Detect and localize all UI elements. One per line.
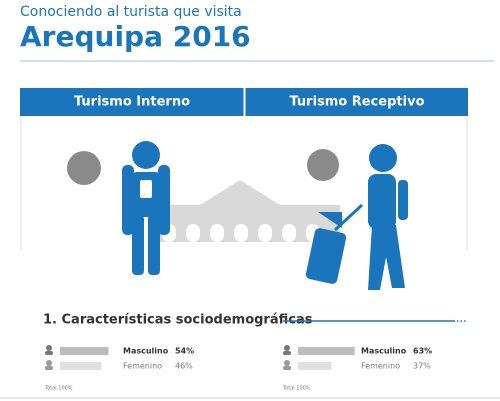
row-label: Masculino <box>361 347 407 356</box>
person-icon <box>283 351 291 355</box>
row-label: Femenino <box>361 362 400 371</box>
globe-icon <box>307 149 339 181</box>
panels: Masculino 54% Femenino 46% Total 100% Masculi… <box>44 345 432 392</box>
section-title: 1. Características sociodemográficas <box>43 313 313 328</box>
person-icon <box>45 351 53 355</box>
bar <box>298 347 355 355</box>
row-label: Masculino <box>123 347 169 356</box>
tab: Turismo Receptivo <box>289 95 424 110</box>
person-icon <box>45 366 53 370</box>
row-value: 37% <box>413 362 431 371</box>
building-illustration <box>150 180 340 242</box>
peru-icon <box>67 151 101 185</box>
row-value: 54% <box>175 347 194 356</box>
bar <box>60 347 109 355</box>
flag <box>318 212 342 228</box>
backpacker-illustration <box>122 141 170 275</box>
bar <box>298 362 332 370</box>
person-icon <box>283 366 291 370</box>
person-icon <box>284 345 290 351</box>
row-value: 46% <box>175 362 193 371</box>
row-label: Femenino <box>123 362 162 371</box>
row-value: 63% <box>413 347 432 356</box>
person-icon <box>46 360 52 366</box>
bar <box>60 362 102 370</box>
title: Arequipa 2016 <box>20 20 251 53</box>
person-icon <box>46 345 52 351</box>
person-icon <box>284 360 290 366</box>
subtitle: Conociendo al turista que visita <box>20 4 242 20</box>
traveler-illustration <box>305 144 408 290</box>
tab: Turismo Interno <box>74 95 190 110</box>
total-label: Total 100% <box>282 386 311 392</box>
total-label: Total 100% <box>44 386 73 392</box>
